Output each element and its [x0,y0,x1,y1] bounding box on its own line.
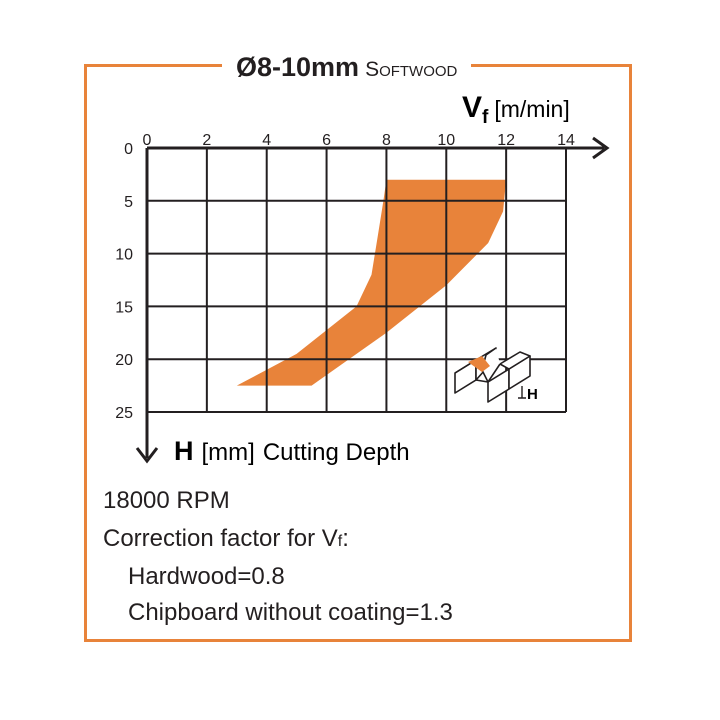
correction-note: Correction factor for Vf: [103,524,349,557]
workpiece-icon [454,347,531,403]
x-axis-subscript: f [482,107,489,128]
y-tick-label-5: 5 [124,194,133,211]
y-tick-label-15: 15 [115,299,133,316]
y-tick-label-0: 0 [124,141,133,158]
region-layer [236,179,507,386]
x-axis-unit: [m/min] [494,96,569,122]
chart-title-material: Softwood [365,58,458,81]
chipboard-factor: Chipboard without coating=1.3 [128,599,453,626]
y-axis-symbol: H [174,436,194,466]
y-tick-label-25: 25 [115,405,133,422]
x-tick-label-0: 0 [143,132,152,149]
x-tick-label-2: 2 [202,132,211,149]
hardwood-factor: Hardwood=0.8 [128,563,285,590]
correction-prefix: Correction factor for V [103,525,338,552]
feed-rate-region [236,179,507,386]
x-tick-label-8: 8 [382,132,391,149]
x-axis-label: Vf [m/min] [462,91,570,128]
correction-suffix: : [342,525,349,552]
x-axis-arrow-icon [592,136,610,160]
rpm-note: 18000 RPM [103,487,230,514]
workpiece-cut-icon [468,356,490,372]
x-tick-label-14: 14 [557,132,575,149]
y-axis-label: H [mm] Cutting Depth [174,436,410,466]
y-axis-arrow-icon [135,447,159,464]
x-tick-label-6: 6 [322,132,331,149]
y-tick-label-10: 10 [115,247,133,264]
grid-layer [147,148,567,413]
tick-layer: 0 2 4 6 8 10 12 14 0 5 10 15 20 25 [115,132,575,422]
correction-subscript: f [337,533,343,550]
axes-layer [135,136,610,464]
x-tick-label-10: 10 [437,132,455,149]
depth-marker-icon [518,386,526,399]
x-tick-label-4: 4 [262,132,271,149]
y-axis-description: Cutting Depth [263,439,410,466]
y-axis-unit: [mm] [202,439,255,466]
inset-depth-label: H [527,386,538,403]
chart-title: Ø8-10mm Softwood [222,48,472,91]
chart-title-main: Ø8-10mm [236,52,360,82]
x-tick-label-12: 12 [497,132,515,149]
y-tick-label-20: 20 [115,352,133,369]
x-axis-symbol: V [462,91,482,124]
